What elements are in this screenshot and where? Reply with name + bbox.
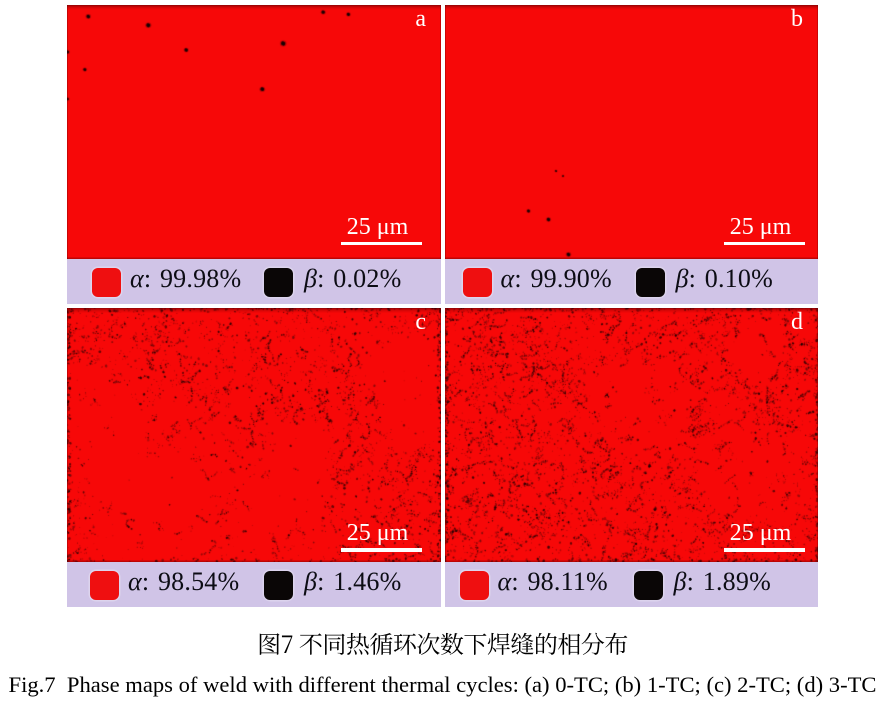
alpha-phase-swatch-d (459, 570, 489, 600)
figure-caption-english: Fig.7 Phase maps of weld with different … (8, 672, 877, 697)
beta-phase-swatch-a (264, 267, 293, 297)
beta-symbol-c: β (304, 566, 318, 596)
beta-phase-label-d: β: 1.89% (674, 567, 771, 597)
alpha-value-d: : 98.11% (511, 566, 608, 596)
phase-map-speckle-d (444, 308, 818, 562)
micrograph-top-shade-c (67, 308, 441, 313)
legend-beta-d: β: 1.89% (633, 562, 771, 607)
panel-d: d 25 μm α: 98.11% β: 1.89% (444, 308, 818, 607)
legend-beta-c: β: 1.46% (264, 562, 401, 607)
legend-bar-d: α: 98.11% β: 1.89% (444, 562, 818, 607)
phase-map-speckle-a (67, 5, 441, 259)
alpha-value-c: : 98.54% (141, 566, 240, 596)
scale-bar-a: 25 μm (341, 213, 422, 245)
scale-bar-line-b (724, 241, 805, 245)
phase-map-speckle-b (444, 5, 818, 259)
micrograph-top-shade-d (444, 308, 818, 313)
micrograph-b: b 25 μm (444, 5, 818, 259)
legend-bar-b: α: 99.90% β: 0.10% (444, 259, 818, 304)
micrograph-top-shade-b (444, 5, 818, 10)
scale-bar-line-a (341, 241, 422, 245)
alpha-symbol-d: α (497, 566, 512, 596)
beta-phase-swatch-b (635, 267, 665, 297)
alpha-phase-label-d: α: 98.11% (498, 567, 608, 597)
panel-label-d: d (791, 309, 803, 335)
legend-bar-a: α: 99.98% β: 0.02% (67, 259, 441, 304)
figure-caption-chinese: 图7 不同热循环次数下焊缝的相分布 (257, 625, 628, 660)
alpha-phase-swatch-c (90, 570, 119, 600)
legend-alpha-c: α: 98.54% (90, 562, 239, 607)
legend-beta-a: β: 0.02% (264, 259, 401, 304)
beta-value-c: : 1.46% (317, 566, 402, 596)
scale-bar-c: 25 μm (341, 521, 422, 552)
beta-symbol-a: β (304, 263, 318, 293)
phase-map-speckle-c (67, 308, 441, 562)
legend-alpha-a: α: 99.98% (92, 259, 241, 304)
panel-label-b: b (791, 6, 803, 32)
micrograph-c: c 25 μm (67, 308, 441, 562)
legend-alpha-d: α: 98.11% (459, 562, 608, 607)
beta-phase-label-b: β: 0.10% (676, 264, 773, 294)
scale-bar-d: 25 μm (724, 521, 805, 552)
micrograph-a: a 25 μm (67, 5, 441, 259)
beta-value-a: : 0.02% (317, 263, 402, 293)
panel-a: a 25 μm α: 99.98% β: 0.02% (67, 5, 441, 304)
panel-c: c 25 μm α: 98.54% β: 1.46% (67, 308, 441, 607)
alpha-phase-swatch-b (462, 267, 492, 297)
scale-bar-line-c (341, 548, 422, 552)
panel-label-c: c (415, 309, 426, 335)
beta-symbol-d: β (673, 566, 687, 596)
alpha-phase-label-a: α: 99.98% (130, 264, 241, 294)
beta-value-b: : 0.10% (688, 263, 773, 293)
beta-value-d: : 1.89% (686, 566, 771, 596)
beta-phase-swatch-c (264, 570, 293, 600)
beta-phase-label-a: β: 0.02% (304, 264, 401, 294)
scale-bar-b: 25 μm (724, 213, 805, 245)
panel-label-a: a (415, 6, 426, 32)
beta-phase-label-c: β: 1.46% (304, 567, 401, 597)
beta-phase-swatch-d (633, 570, 663, 600)
alpha-phase-label-b: α: 99.90% (501, 264, 612, 294)
legend-bar-c: α: 98.54% β: 1.46% (67, 562, 441, 607)
micrograph-top-shade-a (67, 5, 441, 10)
scale-bar-text-a: 25 μm (346, 213, 409, 240)
alpha-symbol-a: α (130, 263, 144, 293)
scale-bar-line-d (724, 548, 805, 552)
micrograph-d: d 25 μm (444, 308, 818, 562)
panel-b: b 25 μm α: 99.90% β: 0.10% (444, 5, 818, 304)
scale-bar-text-c: 25 μm (346, 520, 409, 546)
alpha-value-a: : 99.98% (143, 263, 242, 293)
legend-beta-b: β: 0.10% (635, 259, 773, 304)
alpha-value-b: : 99.90% (514, 263, 612, 293)
beta-symbol-b: β (675, 263, 689, 293)
scale-bar-text-b: 25 μm (729, 213, 792, 240)
alpha-phase-swatch-a (92, 267, 121, 297)
legend-alpha-b: α: 99.90% (462, 259, 612, 304)
alpha-symbol-c: α (128, 566, 142, 596)
alpha-phase-label-c: α: 98.54% (128, 567, 239, 597)
alpha-symbol-b: α (500, 263, 515, 293)
scale-bar-text-d: 25 μm (729, 520, 792, 546)
